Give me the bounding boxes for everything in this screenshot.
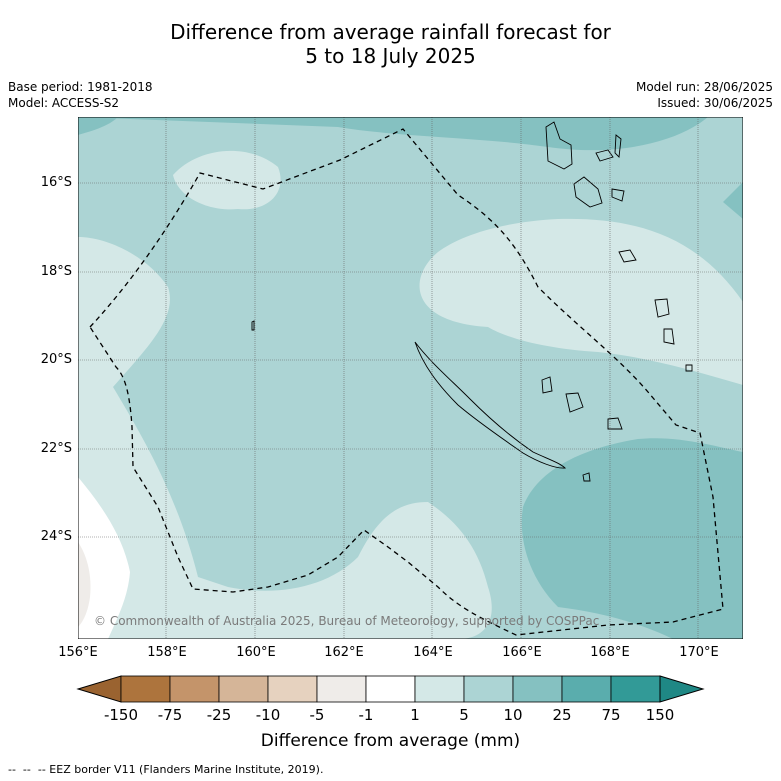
colorbar-tick: 75	[601, 706, 621, 724]
lon-tick: 162°E	[324, 645, 364, 660]
lifou-island	[654, 298, 670, 318]
colorbar-tick: -25	[206, 706, 232, 724]
copyright-notice: © Commonwealth of Australia 2025, Bureau…	[94, 614, 600, 628]
graticule	[78, 117, 743, 639]
lifou-north-island	[607, 417, 623, 430]
walpole-island	[582, 472, 591, 482]
coastlines	[251, 121, 693, 482]
lat-tick: 16°S	[40, 175, 72, 190]
maewo-island	[595, 149, 614, 162]
ambrym-island	[611, 188, 625, 202]
colorbar-segment	[414, 675, 465, 703]
lon-tick: 164°E	[413, 645, 453, 660]
colorbar-segment	[512, 675, 563, 703]
lat-tick: 20°S	[40, 352, 72, 367]
colorbar-title: Difference from average (mm)	[260, 731, 521, 751]
colorbar-segment	[561, 675, 612, 703]
colorbar-segment	[365, 675, 416, 703]
rain-band-5-10-northwest	[78, 117, 118, 135]
ouvea-island	[541, 376, 553, 394]
rain-band-dry	[78, 542, 91, 627]
chart-title-line2: 5 to 18 July 2025	[305, 44, 476, 68]
colorbar-segment	[169, 675, 220, 703]
hunter-island	[685, 364, 693, 372]
rain-light-patch-southwest	[78, 237, 492, 639]
colorbar-segment	[463, 675, 514, 703]
loyalty-island	[565, 392, 584, 413]
new-caledonia-island	[414, 341, 566, 469]
colorbar-segment	[316, 675, 367, 703]
rain-band-5-10-north	[78, 117, 708, 151]
colorbar-tick: 5	[459, 706, 469, 724]
colorbar	[76, 675, 705, 703]
meta-right: Model run: 28/06/2025 Issued: 30/06/2025	[636, 79, 773, 111]
colorbar-tick: -5	[309, 706, 325, 724]
rain-band-neutral	[78, 477, 130, 639]
rainfall-map	[78, 117, 743, 639]
lon-tick: 156°E	[58, 645, 98, 660]
colorbar-tick: -10	[255, 706, 281, 724]
colorbar-tick: 10	[503, 706, 523, 724]
model-name: Model: ACCESS-S2	[8, 96, 120, 110]
tanna-island	[618, 249, 637, 263]
issued-date: Issued: 30/06/2025	[657, 96, 773, 110]
chart-title-line1: Difference from average rainfall forecas…	[170, 20, 611, 44]
eez-footnote: -- -- -- EEZ border V11 (Flanders Marine…	[8, 763, 324, 776]
colorbar-tick: 25	[552, 706, 572, 724]
lon-tick: 166°E	[502, 645, 542, 660]
lat-tick: 24°S	[40, 529, 72, 544]
espiritu-santo-island	[545, 121, 573, 170]
colorbar-segment	[267, 675, 318, 703]
rain-band-5-10-east-edge	[723, 182, 743, 219]
colorbar-extend-high	[659, 675, 705, 703]
colorbar-segment	[120, 675, 171, 703]
colorbar-segment	[610, 675, 661, 703]
colorbar-segment	[218, 675, 269, 703]
lon-tick: 160°E	[236, 645, 276, 660]
colorbar-extend-low	[76, 675, 122, 703]
colorbar-tick: 1	[410, 706, 420, 724]
colorbar-tick: 150	[645, 706, 675, 724]
colorbar-tick: -75	[157, 706, 183, 724]
map-panel	[78, 117, 743, 639]
meta-left: Base period: 1981-2018 Model: ACCESS-S2	[8, 79, 153, 111]
model-run: Model run: 28/06/2025	[635, 80, 773, 94]
base-period: Base period: 1981-2018	[8, 80, 153, 94]
lon-tick: 168°E	[590, 645, 630, 660]
rain-band-5-10-southeast	[521, 438, 743, 639]
lat-tick: 18°S	[40, 264, 72, 279]
colorbar-tick: -1	[358, 706, 374, 724]
colorbar-tick: -150	[103, 706, 139, 724]
lon-tick: 158°E	[147, 645, 187, 660]
lon-tick: 170°E	[679, 645, 719, 660]
pentecost-island	[614, 134, 622, 158]
malekula-island	[573, 176, 603, 208]
mare-island	[663, 328, 675, 345]
chesterfield-islet	[251, 320, 255, 331]
rain-light-patch-east	[419, 218, 743, 385]
lat-tick: 22°S	[40, 441, 72, 456]
eez-border	[89, 128, 724, 636]
